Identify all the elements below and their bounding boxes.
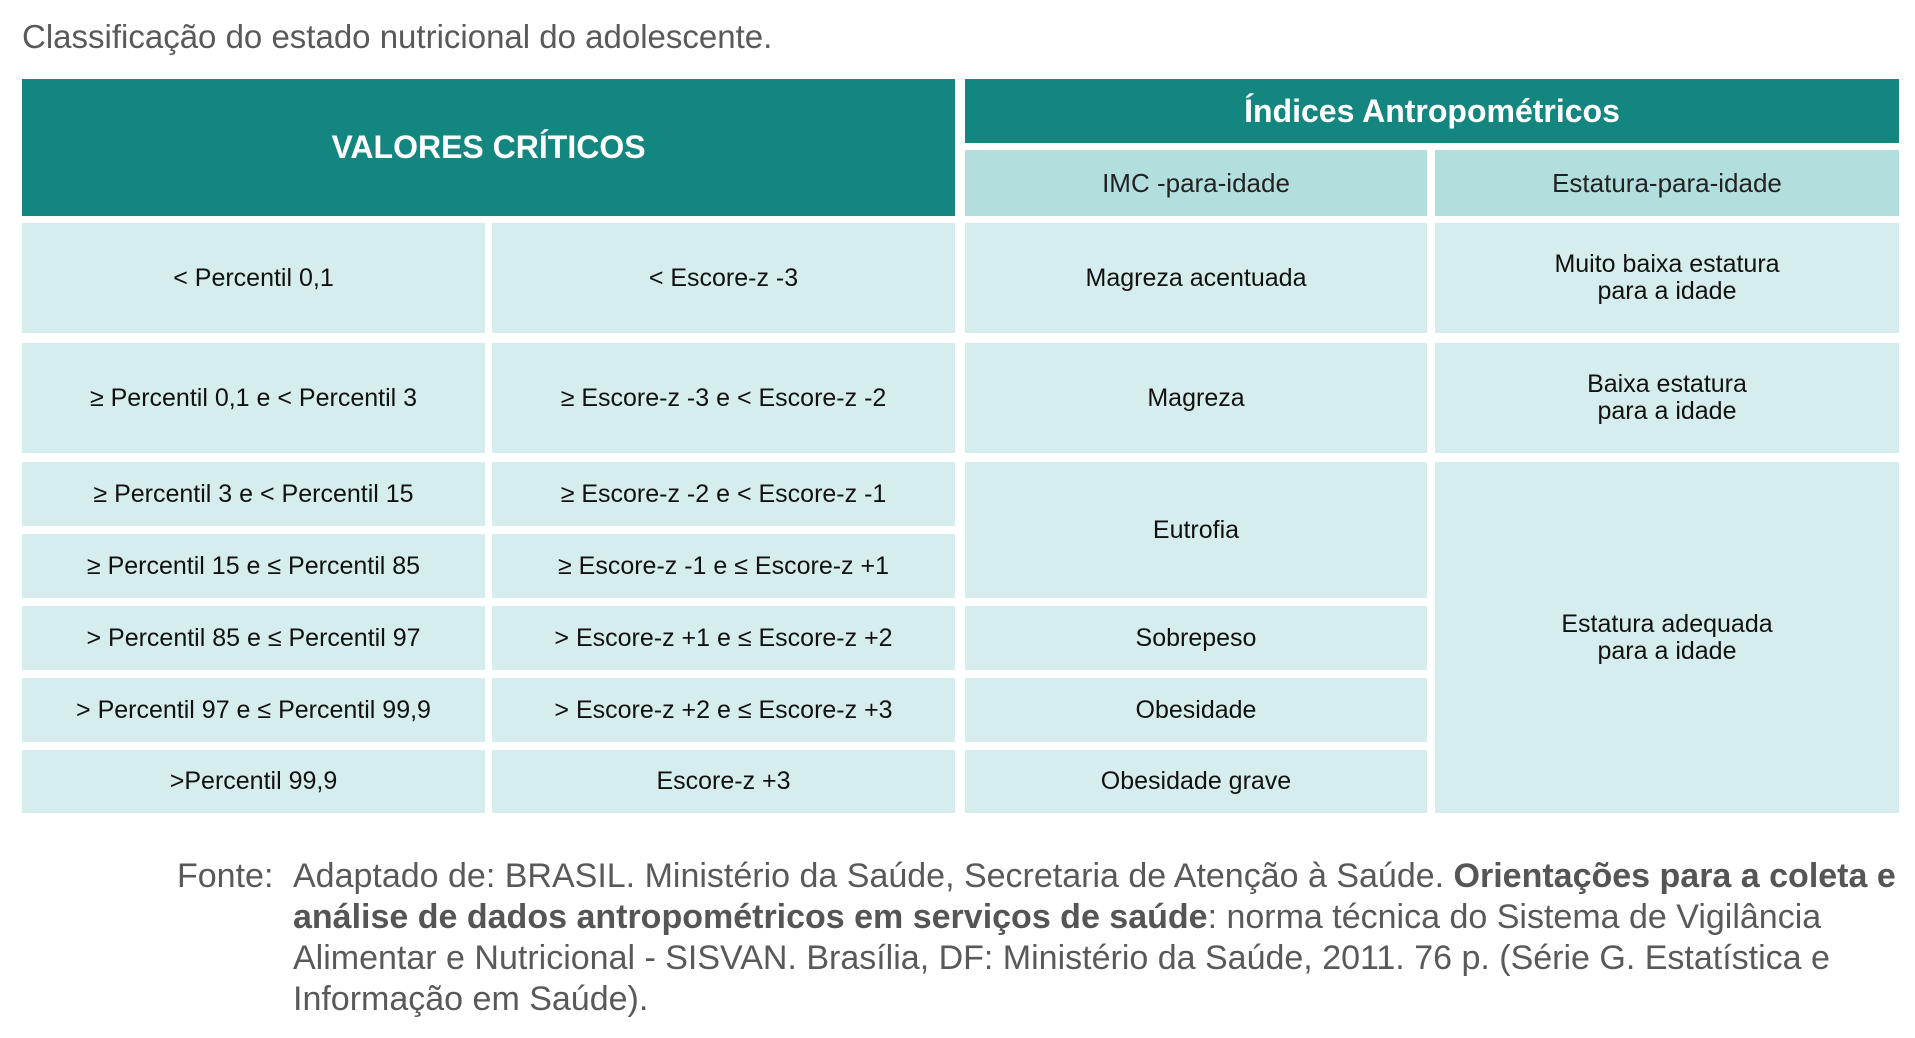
cell-percentil: > Percentil 85 e ≤ Percentil 97 — [22, 606, 485, 670]
cell-imc: Obesidade — [965, 678, 1427, 742]
header-valores-criticos: VALORES CRÍTICOS — [22, 79, 955, 216]
cell-estatura: Muito baixa estatura para a idade — [1435, 223, 1899, 333]
cell-imc: Magreza acentuada — [965, 223, 1427, 333]
cell-escore: ≥ Escore-z -3 e < Escore-z -2 — [492, 343, 955, 453]
cell-estatura-line1: Muito baixa estatura — [1554, 250, 1780, 278]
source-post: : norma técnica do Sistema de Vigilância… — [293, 898, 1830, 1018]
cell-estatura-line2: para a idade — [1597, 397, 1737, 425]
cell-estatura-line1: Estatura adequada — [1561, 609, 1773, 638]
table-caption: Classificação do estado nutricional do a… — [22, 18, 773, 55]
cell-percentil: ≥ Percentil 3 e < Percentil 15 — [22, 462, 485, 526]
cell-estatura: Estatura adequada para a idade — [1435, 462, 1899, 813]
cell-imc: Sobrepeso — [965, 606, 1427, 670]
cell-escore: > Escore-z +1 e ≤ Escore-z +2 — [492, 606, 955, 670]
cell-escore: < Escore-z -3 — [492, 223, 955, 333]
cell-percentil: ≥ Percentil 0,1 e < Percentil 3 — [22, 343, 485, 453]
cell-percentil: >Percentil 99,9 — [22, 750, 485, 813]
header-estatura: Estatura-para-idade — [1435, 150, 1899, 216]
header-indices: Índices Antropométricos — [965, 79, 1899, 143]
cell-percentil: > Percentil 97 e ≤ Percentil 99,9 — [22, 678, 485, 742]
cell-estatura-line2: para a idade — [1597, 636, 1737, 665]
cell-imc: Magreza — [965, 343, 1427, 453]
cell-escore: ≥ Escore-z -2 e < Escore-z -1 — [492, 462, 955, 526]
cell-imc: Obesidade grave — [965, 750, 1427, 813]
cell-escore: > Escore-z +2 e ≤ Escore-z +3 — [492, 678, 955, 742]
cell-percentil: ≥ Percentil 15 e ≤ Percentil 85 — [22, 534, 485, 598]
cell-estatura-line1: Baixa estatura — [1587, 370, 1747, 398]
source-pre: Adaptado de: BRASIL. Ministério da Saúde… — [293, 857, 1454, 895]
source-title: Orientações para a coleta e análise de d… — [293, 857, 1896, 936]
header-imc: IMC -para-idade — [965, 150, 1427, 216]
cell-imc: Eutrofia — [965, 462, 1427, 598]
cell-percentil: < Percentil 0,1 — [22, 223, 485, 333]
cell-estatura: Baixa estatura para a idade — [1435, 343, 1899, 453]
source-citation: Fonte: Adaptado de: BRASIL. Ministério d… — [177, 856, 1897, 1020]
cell-escore: ≥ Escore-z -1 e ≤ Escore-z +1 — [492, 534, 955, 598]
cell-escore: Escore-z +3 — [492, 750, 955, 813]
source-label: Fonte: — [177, 857, 274, 895]
cell-estatura-line2: para a idade — [1597, 277, 1737, 305]
